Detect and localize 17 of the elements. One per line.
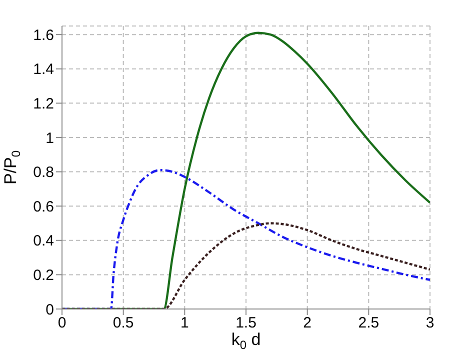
y-tick-label: 0.2 [33,267,54,284]
x-tick-label: 2.5 [358,314,380,332]
y-tick-label: 1.4 [33,61,54,78]
y-tick-label: 0.8 [33,164,54,182]
y-tick-label: 0 [46,301,54,318]
x-axis-title: k$_{0}$ d [231,330,261,350]
x-tick-label: 1.5 [236,314,256,332]
y-tick-label: 1 [46,130,54,147]
x-tick-label: 3 [426,314,434,332]
x-tick-label: 1 [180,314,189,332]
x-tick-label: 0.5 [112,314,134,332]
x-tick-label: 2 [303,314,312,332]
y-tick-label: 0.4 [33,232,54,250]
y-tick-label: 0.6 [33,198,54,216]
x-tick-label: 0 [58,314,66,332]
y-tick-label: 1.2 [33,96,54,113]
y-tick-label: 1.6 [33,26,54,44]
